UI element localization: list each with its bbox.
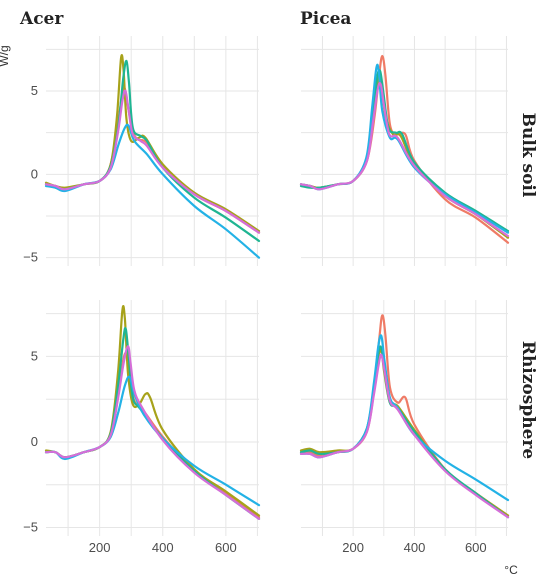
series-line-2: [299, 348, 510, 517]
y-tick-label: 0: [31, 166, 38, 181]
y-tick-label: −5: [23, 519, 38, 534]
x-tick-label: 200: [89, 540, 111, 555]
x-tick-label: 600: [215, 540, 237, 555]
series-line-4: [44, 375, 261, 507]
series-line-5: [44, 89, 261, 234]
series-line-4: [44, 123, 261, 259]
column-title-acer: Acer: [19, 9, 64, 29]
row-title-rhizosphere: Rhizosphere: [518, 341, 538, 460]
panels-layer: −5 0 5 −5 0 5 200 400 600 200 400 600: [23, 36, 510, 555]
panel-picea-rhizosphere: 200 400 600: [299, 300, 510, 555]
y-tick-label: 0: [31, 434, 38, 449]
column-title-picea: Picea: [300, 9, 351, 29]
x-tick-label: 400: [404, 540, 426, 555]
series-line-2: [44, 54, 261, 233]
y-axis-unit: W/g: [0, 45, 11, 66]
x-tick-label: 200: [342, 540, 364, 555]
panel-acer-bulk-soil: −5 0 5: [23, 36, 261, 266]
x-axis-unit: °C: [504, 563, 518, 577]
y-tick-label: 5: [31, 83, 38, 98]
series-line-3: [299, 345, 510, 519]
series-line-5: [44, 345, 261, 520]
series-line-5: [299, 82, 510, 238]
panel-acer-rhizosphere: −5 0 5 200 400 600: [23, 300, 261, 555]
y-tick-label: 5: [31, 348, 38, 363]
series-line-2: [44, 305, 261, 517]
row-title-bulk-soil: Bulk soil: [518, 113, 538, 198]
panel-picea-bulk-soil: [299, 36, 510, 266]
y-tick-label: −5: [23, 250, 38, 265]
series-line-3: [44, 59, 261, 243]
x-tick-label: 400: [152, 540, 174, 555]
series-line-5: [299, 353, 510, 519]
x-tick-label: 600: [465, 540, 487, 555]
